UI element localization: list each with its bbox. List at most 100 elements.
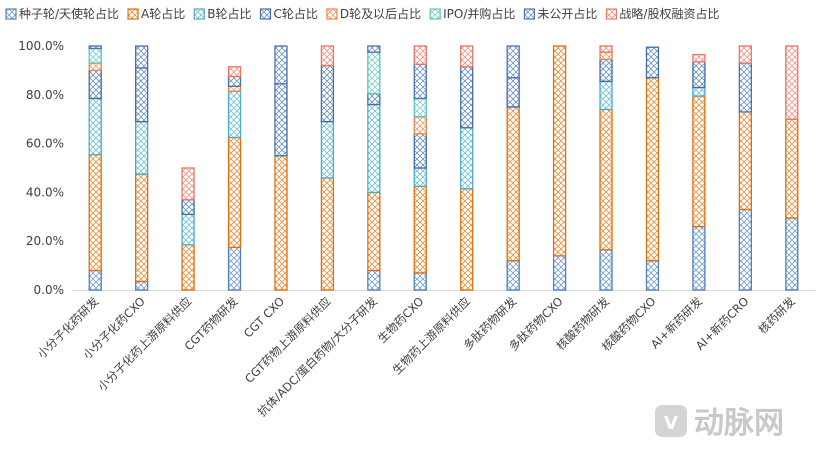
bar-segment	[413, 97, 427, 118]
y-tick-label: 60.0%	[26, 137, 64, 151]
bar-segment	[413, 167, 427, 187]
watermark-text: 动脉网	[694, 406, 784, 441]
y-tick-label: 100.0%	[18, 39, 64, 53]
bar-segment	[738, 62, 752, 113]
bar-segment	[506, 77, 520, 108]
bar-segment	[181, 199, 195, 216]
bar-segment	[320, 45, 335, 67]
x-tick-label: 生物药上游原料供应	[390, 294, 473, 377]
bar-segment	[785, 45, 799, 120]
bar-segment	[320, 177, 335, 291]
bars	[88, 45, 799, 291]
bar-segment	[413, 272, 427, 291]
bar-segment	[599, 108, 613, 251]
bar-segment	[88, 45, 102, 50]
watermark-logo-icon	[655, 405, 687, 437]
legend-item: B轮占比	[193, 6, 252, 21]
x-tick-label: CGT CXO	[241, 294, 287, 340]
bar-segment	[88, 153, 102, 272]
watermark-logo-letter: V	[664, 413, 678, 434]
y-tick-label: 20.0%	[26, 234, 64, 248]
bar-segment	[320, 120, 335, 179]
bar-segment	[367, 103, 381, 194]
legend-swatch	[5, 8, 17, 20]
bar-segment	[460, 188, 474, 291]
bar-segment	[413, 185, 427, 274]
bar-segment	[135, 120, 149, 175]
watermark: V 动脉网	[655, 405, 784, 441]
bar-segment	[506, 45, 520, 79]
legend-label: A轮占比	[141, 6, 185, 21]
bar-segment	[738, 208, 752, 291]
bar-segment	[88, 69, 102, 100]
y-tick-label: 80.0%	[26, 88, 64, 102]
bar-segment	[645, 260, 660, 291]
bar-segment	[135, 173, 149, 283]
legend-item: C轮占比	[259, 6, 318, 21]
legend-label: C轮占比	[274, 6, 318, 21]
bar-segment	[227, 246, 242, 291]
legend-swatch	[429, 8, 441, 20]
bar-segment	[367, 45, 381, 53]
y-tick-label: 0.0%	[34, 283, 65, 297]
legend-item: A轮占比	[127, 6, 185, 21]
y-tick-label: 40.0%	[26, 185, 64, 199]
bar-segment	[181, 244, 195, 291]
legend-swatch	[523, 8, 536, 20]
bar-segment	[692, 86, 706, 97]
bar-segment	[645, 46, 660, 79]
legend-label: 种子轮/天使轮占比	[19, 6, 119, 21]
bar-segment	[181, 167, 195, 201]
bar-segment	[692, 61, 706, 89]
bar-segment	[413, 133, 427, 169]
bar-segment	[227, 136, 242, 248]
legend-item: D轮及以后占比	[326, 6, 421, 21]
bar-segment	[692, 53, 706, 63]
bar-segment	[227, 85, 242, 92]
x-tick-label: 核药研发	[755, 294, 798, 337]
bar-segment	[599, 249, 613, 291]
bar-segment	[599, 58, 613, 83]
bar-segment	[506, 106, 520, 262]
bar-segment	[460, 66, 474, 129]
bar-segment	[460, 45, 474, 68]
legend-label: IPO/并购占比	[443, 6, 515, 21]
bar-segment	[599, 80, 613, 111]
legend-label: 战略/股权融资占比	[619, 6, 719, 21]
legend: 种子轮/天使轮占比 A轮占比 B轮占比 C轮占比 D轮及以后占比 IPO/并购占比 未公开占…	[5, 6, 719, 21]
legend-swatch	[127, 8, 139, 20]
legend-swatch	[605, 8, 618, 20]
bar-segment	[227, 75, 242, 87]
bar-segment	[413, 63, 427, 100]
legend-label: B轮占比	[207, 6, 251, 21]
bar-segment	[785, 118, 799, 219]
bar-segment	[274, 155, 288, 291]
bar-segment	[274, 45, 288, 85]
bar-segment	[738, 45, 752, 64]
legend-swatch	[259, 8, 272, 20]
bar-segment	[135, 45, 149, 69]
legend-swatch	[326, 8, 338, 20]
bar-segment	[88, 62, 102, 72]
bar-segment	[274, 83, 288, 157]
bar-segment	[599, 51, 613, 61]
bar-segment	[367, 269, 381, 291]
x-tick-label: CGT药物上游原料供应	[242, 294, 334, 386]
bar-segment	[552, 45, 567, 257]
legend-swatch	[193, 8, 205, 20]
bar-segment	[320, 64, 335, 123]
bar-segment	[599, 45, 613, 53]
bar-segment	[135, 280, 149, 291]
bar-segment	[738, 111, 752, 211]
legend-item: 战略/股权融资占比	[605, 6, 719, 21]
bar-segment	[88, 97, 102, 156]
bar-segment	[367, 92, 381, 106]
bar-segment	[413, 45, 427, 65]
bar-segment	[88, 47, 102, 64]
y-axis: 0.0% 20.0% 40.0% 60.0% 80.0% 100.0%	[18, 39, 815, 297]
bar-segment	[227, 66, 242, 78]
bar-segment	[135, 67, 149, 123]
